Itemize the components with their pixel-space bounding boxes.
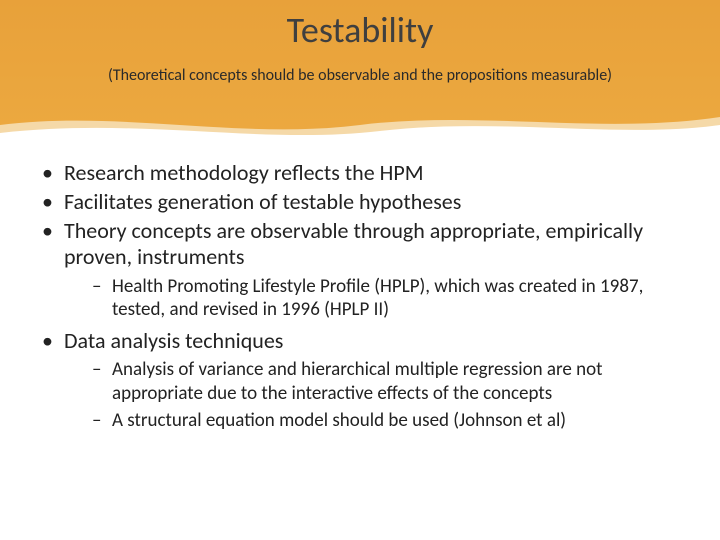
bullet-text: Data analysis techniques (64, 327, 283, 354)
sub-bullet-item: Health Promoting Lifestyle Profile (HPLP… (64, 275, 684, 321)
bullet-text: Theory concepts are observable through a… (64, 217, 643, 271)
bullet-item: Theory concepts are observable through a… (36, 218, 684, 322)
sub-bullet-item: Analysis of variance and hierarchical mu… (64, 358, 684, 404)
sub-bullet-item: A structural equation model should be us… (64, 409, 684, 432)
bullet-item: Research methodology reflects the HPM (36, 160, 684, 187)
slide-content: Research methodology reflects the HPM Fa… (0, 140, 720, 432)
slide-header: Testability (Theoretical concepts should… (0, 0, 720, 140)
wave-decoration (0, 105, 720, 140)
bullet-list: Research methodology reflects the HPM Fa… (36, 160, 684, 432)
slide-subtitle: (Theoretical concepts should be observab… (0, 66, 720, 85)
slide-title: Testability (0, 0, 720, 52)
bullet-text: Facilitates generation of testable hypot… (64, 188, 461, 215)
bullet-item: Data analysis techniques Analysis of var… (36, 328, 684, 432)
sub-bullet-text: Analysis of variance and hierarchical mu… (112, 358, 603, 404)
bullet-text: Research methodology reflects the HPM (64, 159, 424, 186)
slide: Testability (Theoretical concepts should… (0, 0, 720, 540)
sub-bullet-list: Health Promoting Lifestyle Profile (HPLP… (64, 275, 684, 321)
sub-bullet-text: Health Promoting Lifestyle Profile (HPLP… (112, 275, 643, 321)
sub-bullet-text: A structural equation model should be us… (112, 409, 566, 432)
sub-bullet-list: Analysis of variance and hierarchical mu… (64, 358, 684, 432)
bullet-item: Facilitates generation of testable hypot… (36, 189, 684, 216)
